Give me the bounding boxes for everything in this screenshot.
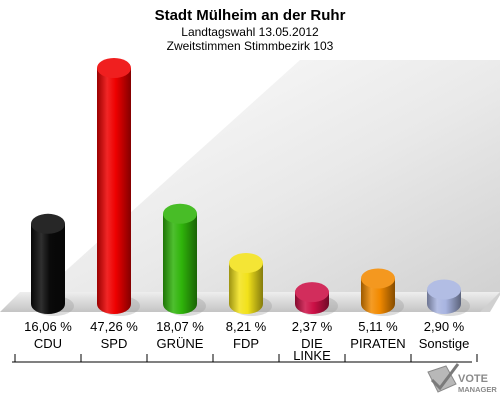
value-label: 18,07 %	[156, 319, 204, 334]
bar-2	[163, 203, 206, 316]
bar-body	[229, 263, 263, 314]
chart-subtitle-1: Landtagswahl 13.05.2012	[181, 25, 319, 39]
chart-subtitle-2: Zweitstimmen Stimmbezirk 103	[167, 39, 334, 53]
bar-5	[361, 268, 404, 316]
category-label: CDU	[34, 336, 62, 351]
vote-manager-logo: VOTE MANAGER	[427, 363, 497, 394]
bar-top	[163, 203, 197, 224]
bar-0	[31, 213, 74, 316]
category-label: SPD	[101, 336, 128, 351]
bar-body	[361, 278, 395, 314]
label-group: 16,06 % CDU 47,26 % SPD 18,07 % GRÜNE 8,21 % FD…	[24, 319, 469, 363]
category-label: PIRATEN	[350, 336, 405, 351]
value-label: 5,11 %	[358, 319, 398, 334]
bar-6	[427, 279, 470, 316]
bar-top	[427, 279, 461, 300]
bar-group	[31, 58, 470, 316]
bar-1	[97, 58, 140, 316]
value-label: 2,90 %	[424, 319, 465, 334]
bar-top	[295, 282, 329, 303]
logo-line-1: VOTE	[458, 373, 488, 385]
checkmark-ballot-icon	[427, 363, 460, 393]
bar-top	[97, 58, 131, 78]
value-label: 47,26 %	[90, 319, 138, 334]
bar-body	[163, 213, 197, 314]
category-label: FDP	[233, 336, 259, 351]
category-label: LINKE	[293, 348, 331, 363]
category-label: Sonstige	[419, 336, 470, 351]
category-label: GRÜNE	[157, 336, 204, 351]
category-label: DIE	[301, 336, 323, 351]
bar-top	[31, 213, 65, 234]
bar-4	[295, 282, 338, 316]
logo-line-2: MANAGER	[458, 385, 497, 394]
value-label: 8,21 %	[226, 319, 267, 334]
bar-3	[229, 253, 272, 316]
value-label: 16,06 %	[24, 319, 72, 334]
bar-body	[31, 223, 65, 314]
value-label: 2,37 %	[292, 319, 333, 334]
chart-backdrop-wall	[20, 60, 500, 312]
category-ticks	[14, 354, 478, 362]
bar-top	[229, 253, 263, 274]
chart-title: Stadt Mülheim an der Ruhr	[155, 7, 346, 24]
bar-body	[97, 68, 131, 314]
bar-top	[361, 268, 395, 289]
